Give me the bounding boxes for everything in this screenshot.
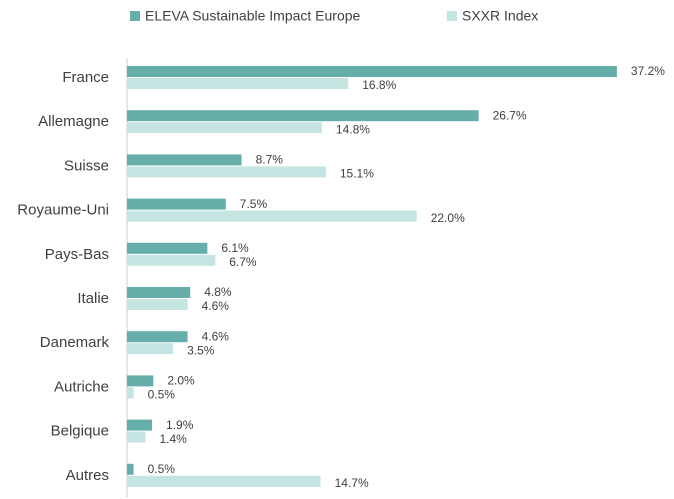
value-label: 22.0% bbox=[431, 211, 465, 225]
value-label: 8.7% bbox=[256, 153, 284, 167]
legend-swatch bbox=[447, 11, 457, 21]
value-label: 4.6% bbox=[202, 329, 230, 343]
category-label: Autres bbox=[66, 467, 109, 484]
legend-swatch bbox=[130, 11, 140, 21]
value-label: 26.7% bbox=[493, 108, 527, 122]
value-label: 14.7% bbox=[335, 476, 369, 490]
legend-label: ELEVA Sustainable Impact Europe bbox=[145, 8, 361, 24]
value-label: 15.1% bbox=[340, 167, 374, 181]
value-label: 7.5% bbox=[240, 197, 268, 211]
bar bbox=[127, 166, 326, 178]
category-label: Allemagne bbox=[38, 113, 109, 130]
category-label: France bbox=[62, 69, 109, 86]
bar bbox=[127, 375, 154, 387]
bar bbox=[127, 110, 479, 122]
bar bbox=[127, 287, 191, 298]
bar bbox=[127, 242, 208, 254]
value-label: 4.8% bbox=[204, 285, 232, 299]
bar bbox=[127, 78, 349, 89]
bar bbox=[127, 475, 321, 487]
value-label: 16.8% bbox=[362, 78, 396, 92]
value-label: 3.5% bbox=[187, 343, 215, 357]
bar bbox=[127, 387, 134, 399]
bar bbox=[127, 343, 174, 355]
value-label: 0.5% bbox=[148, 462, 176, 476]
bar bbox=[127, 254, 216, 266]
bar bbox=[127, 331, 188, 343]
value-label: 0.5% bbox=[148, 388, 176, 402]
value-label: 6.7% bbox=[229, 255, 257, 269]
category-label: Danemark bbox=[40, 334, 110, 351]
bar bbox=[127, 463, 134, 475]
category-label: Pays-Bas bbox=[45, 246, 109, 263]
value-label: 14.8% bbox=[336, 122, 370, 136]
value-label: 4.6% bbox=[202, 299, 230, 313]
category-label: Royaume-Uni bbox=[17, 202, 109, 219]
bar bbox=[127, 419, 153, 431]
category-label: Belgique bbox=[51, 423, 109, 440]
bar bbox=[127, 431, 146, 443]
bar bbox=[127, 198, 226, 210]
bar bbox=[127, 154, 242, 166]
category-label: Italie bbox=[77, 290, 109, 307]
value-label: 2.0% bbox=[167, 374, 195, 388]
bar bbox=[127, 122, 322, 134]
value-label: 1.9% bbox=[166, 418, 194, 432]
value-label: 1.4% bbox=[159, 432, 187, 446]
bar bbox=[127, 299, 188, 310]
value-label: 6.1% bbox=[221, 241, 249, 255]
bar bbox=[127, 66, 617, 77]
category-label: Autriche bbox=[54, 378, 109, 395]
category-label: Suisse bbox=[64, 157, 109, 174]
value-label: 37.2% bbox=[631, 64, 665, 78]
bar bbox=[127, 210, 417, 222]
legend-label: SXXR Index bbox=[462, 8, 538, 24]
